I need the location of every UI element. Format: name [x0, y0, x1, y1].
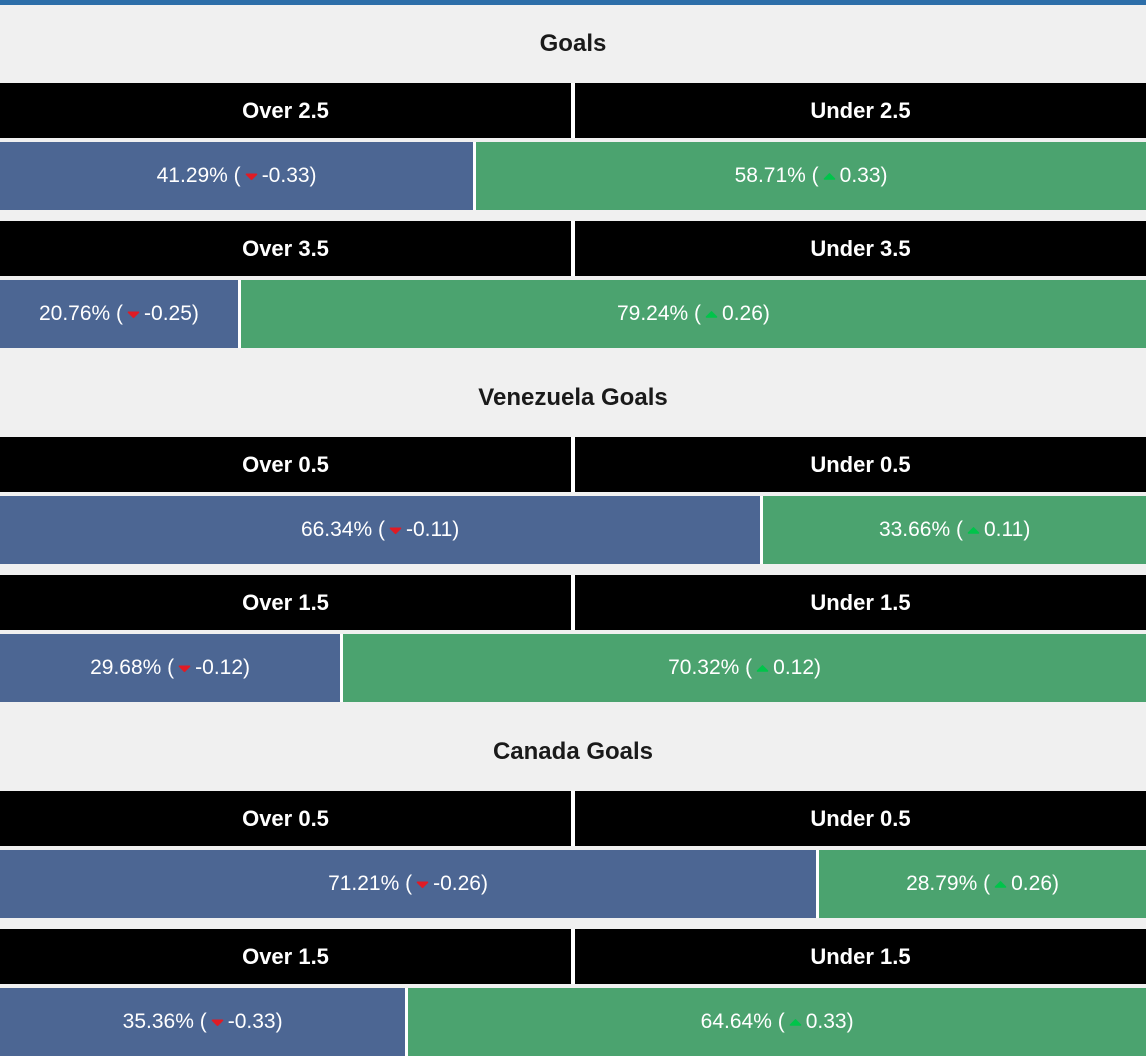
- over-under-header: Over 1.5 Under 1.5: [0, 929, 1146, 984]
- under-header-label: Under 0.5: [810, 805, 911, 831]
- header-divider: [571, 791, 575, 846]
- over-bar-segment: 66.34% (-0.11): [0, 496, 761, 564]
- caret-up-icon: [994, 874, 1007, 894]
- under-header-label: Under 0.5: [810, 451, 911, 477]
- caret-down-icon: [416, 874, 429, 894]
- goals-panel: Goals Over 2.5 Under 2.5 41.29% (-0.33) 58.7…: [0, 5, 1146, 1056]
- header-divider: [571, 575, 575, 630]
- under-header-label: Under 1.5: [810, 589, 911, 615]
- over-header-label: Over 3.5: [242, 235, 329, 261]
- caret-down-icon: [127, 304, 140, 324]
- over-bar-value: 41.29% (-0.33): [156, 164, 317, 187]
- caret-down-icon: [245, 166, 258, 186]
- bar-divider: [340, 634, 344, 702]
- over-header-label: Over 0.5: [242, 805, 329, 831]
- caret-down-icon: [211, 1012, 224, 1032]
- over-bar-value: 35.36% (-0.33): [122, 1010, 283, 1033]
- over-under-bar: 66.34% (-0.11) 33.66% (0.11): [0, 496, 1146, 564]
- bar-divider: [816, 850, 820, 918]
- under-bar-value: 79.24% (0.26): [616, 302, 770, 325]
- caret-up-icon: [967, 520, 980, 540]
- under-bar-segment: 64.64% (0.33): [408, 988, 1146, 1056]
- over-under-bar: 41.29% (-0.33) 58.71% (0.33): [0, 142, 1146, 210]
- over-under-header: Over 3.5 Under 3.5: [0, 221, 1146, 276]
- under-bar-segment: 28.79% (0.26): [819, 850, 1146, 918]
- header-divider: [571, 437, 575, 492]
- over-bar-segment: 20.76% (-0.25): [0, 280, 238, 348]
- under-header-label: Under 2.5: [810, 97, 911, 123]
- over-header-label: Over 1.5: [242, 589, 329, 615]
- over-bar-value: 66.34% (-0.11): [300, 518, 460, 541]
- under-header-label: Under 1.5: [810, 943, 911, 969]
- over-under-bar: 35.36% (-0.33) 64.64% (0.33): [0, 988, 1146, 1056]
- header-divider: [571, 83, 575, 138]
- section-title: Canada Goals: [492, 738, 654, 765]
- caret-up-icon: [823, 166, 836, 186]
- section-title: Venezuela Goals: [478, 384, 668, 411]
- under-bar-value: 33.66% (0.11): [878, 518, 1031, 541]
- header-divider: [571, 221, 575, 276]
- under-bar-value: 64.64% (0.33): [700, 1010, 854, 1033]
- over-under-header: Over 1.5 Under 1.5: [0, 575, 1146, 630]
- bar-divider: [237, 280, 241, 348]
- over-bar-segment: 41.29% (-0.33): [0, 142, 474, 210]
- section-title: Goals: [539, 30, 607, 57]
- over-header-label: Over 2.5: [242, 97, 329, 123]
- over-bar-value: 71.21% (-0.26): [328, 872, 488, 895]
- under-bar-segment: 33.66% (0.11): [763, 496, 1146, 564]
- over-under-bar: 20.76% (-0.25) 79.24% (0.26): [0, 280, 1146, 348]
- header-divider: [571, 929, 575, 984]
- over-under-header: Over 0.5 Under 0.5: [0, 791, 1146, 846]
- bar-divider: [760, 496, 764, 564]
- under-bar-segment: 58.71% (0.33): [476, 142, 1146, 210]
- caret-up-icon: [756, 658, 769, 678]
- caret-down-icon: [389, 520, 402, 540]
- over-under-header: Over 0.5 Under 0.5: [0, 437, 1146, 492]
- caret-up-icon: [705, 304, 718, 324]
- over-header-label: Over 1.5: [242, 943, 329, 969]
- bar-divider: [473, 142, 477, 210]
- caret-up-icon: [789, 1012, 802, 1032]
- under-bar-value: 70.32% (0.12): [668, 656, 822, 679]
- over-bar-value: 20.76% (-0.25): [38, 302, 199, 325]
- under-header-label: Under 3.5: [810, 235, 911, 261]
- bar-divider: [405, 988, 409, 1056]
- over-under-bar: 71.21% (-0.26) 28.79% (0.26): [0, 850, 1146, 918]
- over-bar-segment: 71.21% (-0.26): [0, 850, 817, 918]
- over-under-header: Over 2.5 Under 2.5: [0, 83, 1146, 138]
- over-bar-value: 29.68% (-0.12): [90, 656, 251, 679]
- over-header-label: Over 0.5: [242, 451, 329, 477]
- over-bar-segment: 35.36% (-0.33): [0, 988, 406, 1056]
- caret-down-icon: [178, 658, 191, 678]
- under-bar-segment: 70.32% (0.12): [343, 634, 1146, 702]
- over-bar-segment: 29.68% (-0.12): [0, 634, 341, 702]
- under-bar-value: 58.71% (0.33): [734, 164, 888, 187]
- under-bar-segment: 79.24% (0.26): [240, 280, 1146, 348]
- under-bar-value: 28.79% (0.26): [906, 872, 1059, 895]
- over-under-bar: 29.68% (-0.12) 70.32% (0.12): [0, 634, 1146, 702]
